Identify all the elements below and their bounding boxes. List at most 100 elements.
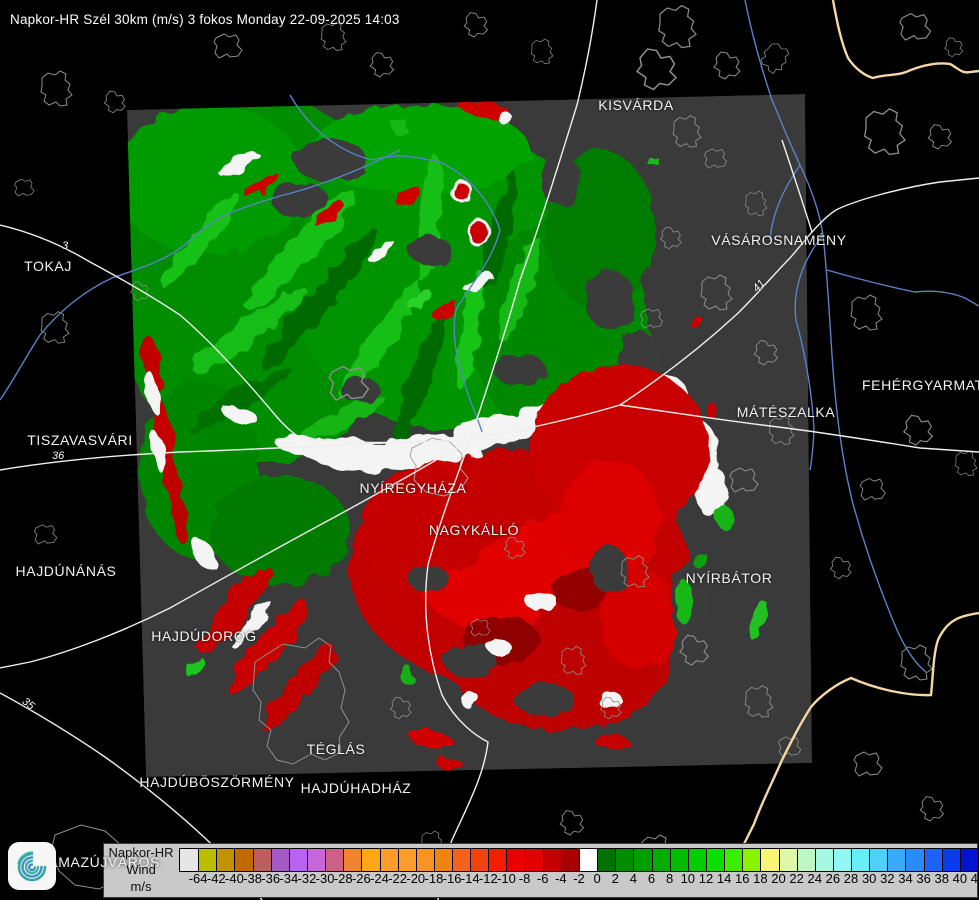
legend-tick: -24 [370,871,389,886]
legend-color-cell [433,849,453,871]
legend-tick: -20 [406,871,426,886]
legend-tick: 6 [647,871,656,886]
legend-color-cell [560,849,579,871]
legend-color-cell [615,849,634,871]
legend-tick: 30 [861,871,877,886]
legend-color-cell [579,849,598,871]
road-number-label: 3 [62,240,69,252]
legend-tick: -34 [279,871,299,886]
legend-tick: -10 [497,871,516,886]
legend-color-cell [252,849,271,871]
legend-color-cell [270,849,289,871]
legend-title: Napkor-HR Wind m/s [104,844,178,895]
legend-color-cell [216,849,235,871]
legend-color-cell [832,849,852,871]
legend-tick: 18 [753,871,768,886]
legend-title-line2: Wind [126,862,156,877]
legend-tick: 32 [880,871,895,886]
legend-tick: -14 [460,871,480,886]
city-label: KISVÁRDA [598,97,674,113]
city-label: FEHÉRGYARMAT [862,377,979,393]
legend-tick: -12 [478,871,498,886]
legend-tick: 34 [898,871,913,886]
legend-color-scale [179,848,979,872]
legend-color-cell [923,849,942,871]
legend-color-cell [633,849,652,871]
city-label: HAJDÚDOROG [151,628,257,644]
legend-color-cell [724,849,743,871]
legend-color-cell [343,849,362,871]
legend-tick: -26 [351,871,371,886]
legend-color-cell [306,849,326,871]
legend-color-cell [379,849,398,871]
legend-color-cell [452,849,471,871]
legend-tick: 20 [771,871,786,886]
legend-tick: 40 [952,871,968,886]
settlement-outlines [14,4,978,890]
legend-tick: 4 [629,871,638,886]
legend-tick: -4 [555,871,567,886]
city-label: NYÍRBÁTOR [685,570,773,586]
legend-color-cell [705,849,725,871]
legend-color-cell [851,849,870,871]
legend-color-cell [778,849,797,871]
legend-color-cell [506,849,525,871]
legend-color-cell [524,849,543,871]
legend-tick: -36 [261,871,281,886]
legend-color-cell [687,849,706,871]
legend-tick: 36 [916,871,931,886]
legend-tick: 22 [789,871,804,886]
legend-tick: 16 [734,871,750,886]
legend-tick: -8 [518,871,531,886]
legend-tick: 26 [825,871,841,886]
city-label: HAJDÚBÖSZÖRMÉNY [139,774,295,790]
legend-color-cell [959,849,978,871]
legend-tick: 8 [666,871,674,886]
city-label: TISZAVASVÁRI [27,432,133,448]
legend-tick: -22 [388,871,408,886]
legend-tick: -28 [333,871,353,886]
city-label: HAJDÚNÁNÁS [15,563,117,579]
legend-color-cell [397,849,416,871]
legend-tick: -40 [225,871,244,886]
legend-color-cell [470,849,489,871]
legend-title-line1: Napkor-HR [108,845,174,860]
swirl-logo-icon [8,842,56,890]
legend-color-cell [198,849,217,871]
page-title: Napkor-HR Szél 30km (m/s) 3 fokos Monday… [10,12,400,27]
doppler-blobs [127,95,768,771]
legend-tick: -64 [188,871,208,886]
legend-color-cell [796,849,815,871]
legend-color-cell [651,849,670,871]
legend-tick: 38 [934,871,949,886]
city-label: BALMAZÚJVÁROS [30,854,160,870]
legend-panel: -64 -42 -40 -38 -36 -34 -32 -30 -28 -26 -24 -22 -20-… [103,843,979,898]
legend-tick: 28 [843,871,859,886]
legend-color-cell [814,849,833,871]
weather-app-logo [8,842,56,890]
legend-color-cell [742,849,761,871]
city-label: NAGYKÁLLÓ [428,522,520,538]
legend-color-cell [288,849,307,871]
legend-color-cell [325,849,344,871]
legend-tick: 10 [680,871,696,886]
legend-tick: 14 [716,871,732,886]
legend-tick: 0 [593,871,601,886]
legend-tick: 2 [611,871,619,886]
legend-tick: -2 [573,871,585,886]
city-label: HAJDÚHADHÁZ [300,780,412,796]
legend-tick: -16 [442,871,462,886]
rivers [0,0,979,673]
legend-tick: 12 [698,871,714,886]
city-label: MÁTÉSZALKA [736,404,836,420]
legend-color-cell [361,849,380,871]
legend-tick: 24 [807,871,822,886]
legend-color-cell [415,849,434,871]
legend-color-cell [669,849,688,871]
legend-color-cell [234,849,253,871]
legend-color-cell [905,849,924,871]
legend-color-cell [488,849,507,871]
legend-tick: 42 [970,871,979,886]
